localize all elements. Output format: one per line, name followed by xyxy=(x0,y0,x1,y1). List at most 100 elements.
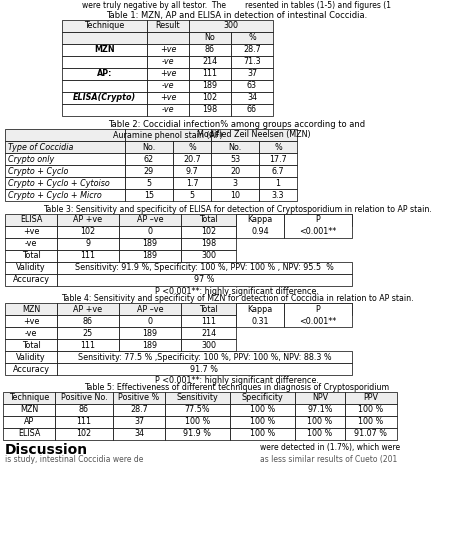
Bar xyxy=(125,177,173,189)
Text: Total: Total xyxy=(199,216,218,224)
Bar xyxy=(165,392,230,404)
Text: Table 5: Effectiveness of different techniques in diagnosis of ⁣Cryptosporidium⁣: Table 5: Effectiveness of different tech… xyxy=(84,383,390,392)
Text: AP –ve: AP –ve xyxy=(137,216,163,224)
Text: 20: 20 xyxy=(230,167,240,176)
Bar xyxy=(119,250,181,262)
Bar xyxy=(57,250,119,262)
Bar xyxy=(119,238,181,250)
Bar xyxy=(119,339,181,351)
Bar xyxy=(295,416,345,428)
Bar xyxy=(295,392,345,404)
Text: +ve: +ve xyxy=(160,93,176,103)
Bar xyxy=(173,189,211,201)
Bar xyxy=(125,141,173,153)
Text: +ve: +ve xyxy=(160,69,176,78)
Text: ELISA: ELISA xyxy=(20,216,42,224)
Text: 198: 198 xyxy=(202,106,218,114)
Text: 300: 300 xyxy=(224,21,238,30)
Text: AP +ve: AP +ve xyxy=(73,216,102,224)
Bar xyxy=(181,315,236,327)
Text: Technique: Technique xyxy=(84,21,125,30)
Bar xyxy=(181,250,236,262)
Bar xyxy=(57,262,352,274)
Text: 5: 5 xyxy=(146,178,152,187)
Text: P <0.001**: highly significant difference.: P <0.001**: highly significant differenc… xyxy=(155,376,319,385)
Text: 20.7: 20.7 xyxy=(183,154,201,163)
Text: 300: 300 xyxy=(201,341,216,349)
Text: 97 %: 97 % xyxy=(194,276,215,285)
Bar xyxy=(113,404,165,416)
Text: 189: 189 xyxy=(143,341,157,349)
Bar xyxy=(125,153,173,165)
Text: 86: 86 xyxy=(79,405,89,414)
Bar xyxy=(231,68,273,80)
Bar xyxy=(211,165,259,177)
Text: 102: 102 xyxy=(202,93,218,103)
Bar xyxy=(3,392,55,404)
Bar xyxy=(284,214,352,238)
Bar xyxy=(5,153,125,165)
Bar xyxy=(231,44,273,56)
Text: 37: 37 xyxy=(134,418,144,427)
Text: 71.3: 71.3 xyxy=(243,58,261,67)
Bar xyxy=(230,404,295,416)
Text: Table 4: Sensitivity and specificity of MZN for detection of ⁣Coccidia⁣ in relat: Table 4: Sensitivity and specificity of … xyxy=(61,294,413,303)
Text: 91.7 %: 91.7 % xyxy=(191,365,219,373)
Text: Total: Total xyxy=(199,304,218,313)
Bar xyxy=(3,404,55,416)
Bar xyxy=(189,44,231,56)
Bar xyxy=(165,428,230,440)
Bar xyxy=(5,214,57,226)
Bar xyxy=(211,189,259,201)
Text: 100 %: 100 % xyxy=(250,418,275,427)
Text: %: % xyxy=(248,34,256,43)
Text: AP: AP xyxy=(24,418,34,427)
Text: AP +ve: AP +ve xyxy=(73,304,102,313)
Text: 10: 10 xyxy=(230,191,240,200)
Text: 63: 63 xyxy=(247,82,257,90)
Bar xyxy=(231,104,273,116)
Text: Crypto + Cyclo: Crypto + Cyclo xyxy=(8,167,68,176)
Bar xyxy=(5,250,57,262)
Bar xyxy=(259,189,297,201)
Bar xyxy=(57,339,119,351)
Bar xyxy=(181,339,236,351)
Bar xyxy=(5,327,57,339)
Text: 86: 86 xyxy=(83,317,93,326)
Bar xyxy=(231,32,273,44)
Bar xyxy=(62,44,147,56)
Text: 53: 53 xyxy=(230,154,240,163)
Text: <0.001**: <0.001** xyxy=(300,317,337,326)
Bar xyxy=(5,262,57,274)
Bar xyxy=(259,165,297,177)
Bar xyxy=(5,303,57,315)
Text: 102: 102 xyxy=(201,227,216,237)
Bar xyxy=(189,68,231,80)
Bar xyxy=(5,165,125,177)
Bar xyxy=(284,303,352,327)
Text: 28.7: 28.7 xyxy=(130,405,148,414)
Text: 100 %: 100 % xyxy=(250,429,275,438)
Text: 62: 62 xyxy=(144,154,154,163)
Text: 34: 34 xyxy=(247,93,257,103)
Text: 0: 0 xyxy=(147,317,153,326)
Bar xyxy=(55,404,113,416)
Text: Accuracy: Accuracy xyxy=(12,365,49,373)
Bar xyxy=(147,104,189,116)
Text: Table 3: Sensitivity and specificity of ELISA for detection of ⁣Cryptosporidium⁣: Table 3: Sensitivity and specificity of … xyxy=(43,205,431,214)
Bar xyxy=(119,327,181,339)
Text: Positive No.: Positive No. xyxy=(61,394,108,403)
Bar xyxy=(3,416,55,428)
Text: Positive %: Positive % xyxy=(118,394,160,403)
Text: %: % xyxy=(188,143,196,152)
Text: 77.5%: 77.5% xyxy=(185,405,210,414)
Bar xyxy=(62,92,147,104)
Bar xyxy=(57,303,119,315)
Text: Type of Coccidia: Type of Coccidia xyxy=(8,143,73,152)
Text: 189: 189 xyxy=(202,82,218,90)
Bar xyxy=(125,189,173,201)
Text: as less similar results of Cueto (201: as less similar results of Cueto (201 xyxy=(260,455,397,464)
Bar xyxy=(165,404,230,416)
Bar xyxy=(181,238,236,250)
Text: Kappa: Kappa xyxy=(247,216,273,224)
